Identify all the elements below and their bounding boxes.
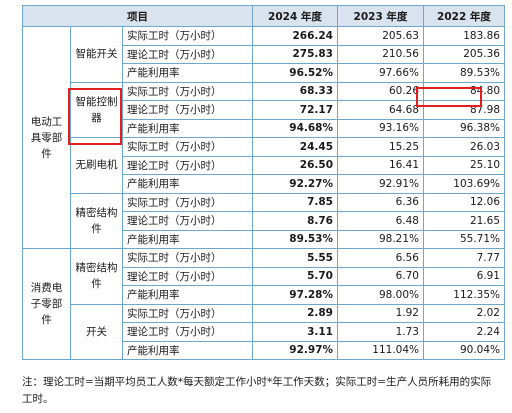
value-2024: 5.55: [252, 248, 338, 268]
metric-label: 理论工时（万小时）: [122, 100, 253, 120]
value-2024: 92.27%: [252, 174, 338, 194]
sub-label: 精密结构件: [70, 192, 123, 249]
metric-label: 实际工时（万小时）: [122, 81, 253, 101]
value-2024: 5.70: [252, 266, 338, 286]
value-2023: 205.63: [337, 26, 424, 46]
value-2023: 1.73: [337, 322, 424, 342]
header-2022: 2022 年度: [423, 5, 505, 27]
group-label: 电动工具零部件: [22, 26, 71, 249]
table-row: 产能利用率 92.27% 92.91% 103.69%: [23, 174, 505, 194]
metric-label: 产能利用率: [122, 118, 253, 138]
metric-label: 实际工时（万小时）: [122, 26, 253, 46]
highlight-box-controller: [68, 88, 122, 145]
table-row: 产能利用率 94.68% 93.16% 96.38%: [23, 118, 505, 138]
table-row: 精密结构件 实际工时（万小时） 7.85 6.36 12.06: [23, 192, 505, 249]
value-2024: 2.89: [252, 303, 338, 323]
footnote: 注：理论工时=当期平均员工人数*每天额定工作小时*年工作天数；实际工时=生产人员…: [22, 376, 492, 405]
value-2024: 26.50: [252, 155, 338, 175]
metric-label: 产能利用率: [122, 229, 253, 249]
table-row: 无刷电机 实际工时（万小时） 24.45 15.25 26.03: [23, 137, 505, 194]
value-2022: 89.53%: [423, 63, 505, 83]
value-2024: 94.68%: [252, 118, 338, 138]
value-2022: 2.02: [423, 303, 505, 323]
header-item: 项目: [22, 5, 253, 27]
value-2023: 93.16%: [337, 118, 424, 138]
metric-label: 理论工时（万小时）: [122, 322, 253, 342]
value-2022: 96.38%: [423, 118, 505, 138]
value-2024: 72.17: [252, 100, 338, 120]
value-2022: 26.03: [423, 137, 505, 157]
value-2024: 266.24: [252, 26, 338, 46]
table-row: 理论工时（万小时） 5.70 6.70 6.91: [23, 266, 505, 286]
value-2023: 6.48: [337, 211, 424, 231]
value-2023: 111.04%: [337, 340, 424, 360]
metric-label: 实际工时（万小时）: [122, 192, 253, 212]
value-2024: 8.76: [252, 211, 338, 231]
value-2023: 6.36: [337, 192, 424, 212]
sub-label: 开关: [70, 303, 123, 360]
metric-label: 产能利用率: [122, 63, 253, 83]
header-2023: 2023 年度: [337, 5, 424, 27]
value-2022: 103.69%: [423, 174, 505, 194]
metric-label: 理论工时（万小时）: [122, 211, 253, 231]
value-2024: 7.85: [252, 192, 338, 212]
metric-label: 产能利用率: [122, 340, 253, 360]
value-2022: 6.91: [423, 266, 505, 286]
value-2022: 2.24: [423, 322, 505, 342]
table-header-row: 项目 2024 年度 2023 年度 2022 年度: [22, 5, 505, 27]
value-2022: 7.77: [423, 248, 505, 268]
sub-label: 精密结构件: [70, 248, 123, 305]
table-row: 产能利用率 89.53% 98.21% 55.71%: [23, 229, 505, 249]
table-row: 理论工时（万小时） 72.17 64.68 87.98: [23, 100, 505, 120]
value-2023: 1.92: [337, 303, 424, 323]
value-2024: 97.28%: [252, 285, 338, 305]
table-row: 开关 实际工时（万小时） 2.89 1.92 2.02: [23, 303, 505, 360]
value-2023: 60.26: [337, 81, 424, 101]
table-row: 理论工时（万小时） 26.50 16.41 25.10: [23, 155, 505, 175]
highlight-box-value: [416, 87, 482, 107]
metric-label: 产能利用率: [122, 285, 253, 305]
value-2022: 90.04%: [423, 340, 505, 360]
value-2024: 24.45: [252, 137, 338, 157]
metric-label: 实际工时（万小时）: [122, 248, 253, 268]
value-2023: 98.00%: [337, 285, 424, 305]
table-row: 消费电子零部件 精密结构件 实际工时（万小时） 5.55 6.56 7.77: [22, 248, 505, 360]
value-2022: 21.65: [423, 211, 505, 231]
sub-label: 智能开关: [70, 26, 123, 83]
value-2022: 112.35%: [423, 285, 505, 305]
table-row: 理论工时（万小时） 8.76 6.48 21.65: [23, 211, 505, 231]
value-2023: 6.56: [337, 248, 424, 268]
value-2023: 210.56: [337, 44, 424, 64]
metric-label: 实际工时（万小时）: [122, 303, 253, 323]
value-2023: 6.70: [337, 266, 424, 286]
value-2024: 92.97%: [252, 340, 338, 360]
header-2024: 2024 年度: [252, 5, 338, 27]
value-2023: 15.25: [337, 137, 424, 157]
value-2022: 205.36: [423, 44, 505, 64]
value-2024: 89.53%: [252, 229, 338, 249]
metric-label: 理论工时（万小时）: [122, 155, 253, 175]
value-2022: 12.06: [423, 192, 505, 212]
value-2023: 64.68: [337, 100, 424, 120]
metric-label: 实际工时（万小时）: [122, 137, 253, 157]
value-2022: 183.86: [423, 26, 505, 46]
value-2024: 96.52%: [252, 63, 338, 83]
table-row: 产能利用率 92.97% 111.04% 90.04%: [23, 340, 505, 360]
value-2023: 16.41: [337, 155, 424, 175]
value-2023: 98.21%: [337, 229, 424, 249]
sub-label: 无刷电机: [70, 137, 123, 194]
metric-label: 理论工时（万小时）: [122, 266, 253, 286]
value-2023: 97.66%: [337, 63, 424, 83]
value-2024: 68.33: [252, 81, 338, 101]
value-2024: 3.11: [252, 322, 338, 342]
value-2022: 25.10: [423, 155, 505, 175]
metric-label: 理论工时（万小时）: [122, 44, 253, 64]
capacity-table: 项目 2024 年度 2023 年度 2022 年度 电动工具零部件 智能开关 …: [22, 5, 505, 360]
value-2024: 275.83: [252, 44, 338, 64]
metric-label: 产能利用率: [122, 174, 253, 194]
table-row: 电动工具零部件 智能开关 实际工时（万小时） 266.24 205.63 183…: [22, 26, 505, 249]
value-2022: 55.71%: [423, 229, 505, 249]
group-label: 消费电子零部件: [22, 248, 71, 360]
value-2023: 92.91%: [337, 174, 424, 194]
